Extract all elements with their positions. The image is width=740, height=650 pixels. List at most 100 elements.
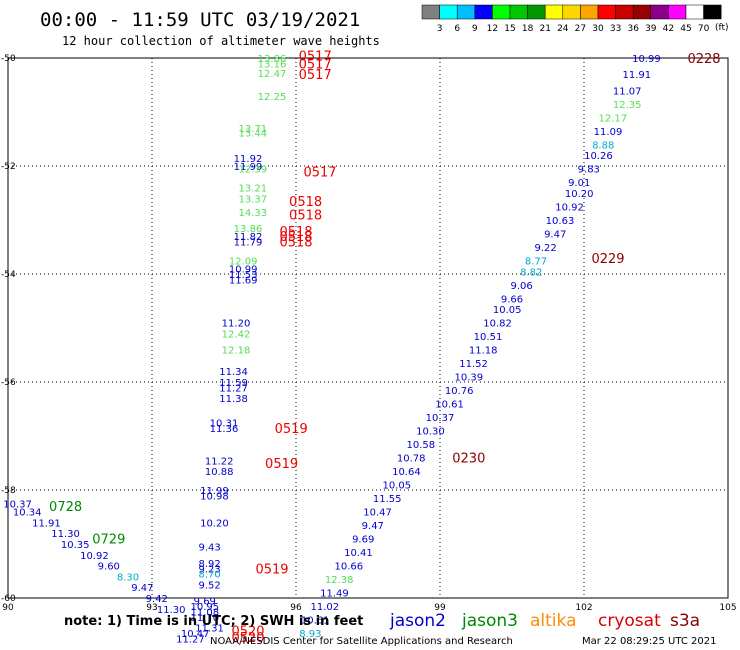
- wave-height-label: 11.02: [310, 602, 339, 613]
- wave-height-label: 13.86: [258, 54, 287, 65]
- wave-height-label: 11.91: [622, 70, 651, 81]
- wave-height-label: 9.60: [98, 562, 120, 573]
- colorbar-label: 36: [627, 24, 639, 34]
- wave-height-label: 8.92: [198, 559, 220, 570]
- pass-time-label: 0518: [289, 195, 322, 210]
- pass-time-label: 0519: [275, 422, 308, 437]
- colorbar-label: 30: [592, 24, 604, 34]
- wave-height-label: 11.20: [222, 319, 251, 330]
- wave-height-label: 10.63: [546, 216, 575, 227]
- plot-area: 90 93 96 99 102 105-50-52-54-56-58-60 13.8613…: [1, 49, 737, 646]
- pass-time-label: 0518: [279, 225, 312, 240]
- chart-title: 00:00 - 11:59 UTC 03/19/2021: [40, 9, 360, 31]
- legend-entry-jason2: jason2: [389, 611, 446, 631]
- wave-height-label: 12.35: [613, 100, 642, 111]
- wave-height-label: 9.47: [131, 583, 153, 594]
- colorbar-label: 18: [522, 24, 534, 34]
- pass-time-label: 0518: [279, 230, 312, 245]
- pass-time-label: 0520: [231, 631, 264, 646]
- colorbar-swatch: [439, 4, 458, 20]
- plot-frame: [7, 57, 729, 599]
- wave-height-label: 10.88: [205, 467, 234, 478]
- pass-time-label: 0728: [49, 500, 82, 515]
- y-tick-label: -52: [1, 162, 16, 172]
- wave-height-label: 11.09: [594, 127, 623, 138]
- wave-height-label: 11.30: [51, 529, 80, 540]
- colorbar-label: 33: [610, 24, 621, 34]
- wave-height-label: 8.93: [299, 629, 321, 640]
- y-tick-label: -54: [1, 270, 16, 280]
- wave-height-label: 11.99: [234, 162, 263, 173]
- colorbar-swatch: [421, 4, 440, 20]
- wave-height-label: 10.39: [454, 373, 483, 384]
- wave-height-label: 11.08: [190, 608, 219, 619]
- colorbar-swatch: [580, 4, 599, 20]
- satellite-legend: jason2 jason3 altika cryosat s3a: [389, 611, 700, 631]
- y-tick-label: -58: [1, 486, 16, 496]
- colorbar-swatch: [668, 4, 687, 20]
- legend-entry-altika: altika: [530, 611, 577, 631]
- wave-height-label: 9.43: [198, 543, 220, 554]
- colorbar-label: 9: [472, 24, 478, 34]
- wave-height-label: 9.66: [501, 294, 523, 305]
- colorbar-label: 12: [487, 24, 498, 34]
- pass-time-label: 0518: [289, 209, 322, 224]
- wave-height-label: 12.18: [222, 346, 251, 357]
- wave-height-label: 10.41: [344, 548, 373, 559]
- wave-height-label: 11.36: [210, 424, 239, 435]
- wave-height-label: 9.83: [578, 165, 600, 176]
- wave-height-label: 11.27: [176, 635, 205, 646]
- wave-height-label: 10.30: [416, 427, 445, 438]
- pass-time-label: 0230: [452, 452, 485, 467]
- wave-height-label: 11.82: [234, 232, 263, 243]
- pass-time-label: 0520: [231, 624, 264, 639]
- colorbar: 3 6 9 12 15 18 21 24 27 30 33 36 39 42 45 70: [421, 4, 722, 34]
- wave-height-label: 10.05: [493, 305, 522, 316]
- wave-height-label: 8.77: [525, 257, 547, 268]
- wave-height-label: 9.06: [510, 281, 532, 292]
- wave-height-label: 10.61: [435, 400, 464, 411]
- wave-height-label: 10.61: [301, 616, 330, 627]
- wave-height-label: 12.17: [598, 113, 627, 124]
- wave-height-label: 11.92: [234, 154, 263, 165]
- colorbar-label: 3: [437, 24, 443, 34]
- wave-height-label: 9.69: [194, 597, 216, 608]
- wave-height-label: 10.20: [200, 518, 229, 529]
- wave-height-label: 10.47: [363, 508, 392, 519]
- x-tick-label: 96: [290, 603, 302, 613]
- wave-height-label: 13.16: [258, 59, 287, 70]
- grid-lines: [8, 58, 728, 598]
- wave-height-label: 12.25: [258, 92, 287, 103]
- colorbar-swatch: [527, 4, 546, 20]
- wave-height-label: 11.70: [190, 613, 219, 624]
- pass-time-label: 0519: [255, 562, 288, 577]
- y-tick-label: -60: [1, 594, 16, 604]
- x-tick-label: 93: [146, 603, 157, 613]
- wave-height-label: 11.18: [469, 346, 498, 357]
- axis-tick-labels: 90 93 96 99 102 105 -50 -52 -54 -56 -58 -60: [1, 54, 737, 613]
- wave-height-label: 11.27: [219, 383, 248, 394]
- pass-time-label: 0517: [299, 68, 332, 83]
- legend-entry-cryosat: cryosat: [598, 611, 661, 631]
- wave-height-label: 11.99: [200, 486, 229, 497]
- pass-time-label: 0518: [279, 236, 312, 251]
- wave-height-label: 11.53: [229, 270, 258, 281]
- pass-time-label: 0519: [265, 457, 298, 472]
- colorbar-swatch: [632, 4, 652, 20]
- wave-height-label: 11.07: [613, 86, 642, 97]
- pass-time-labels: 0517051705170517051805180518051805180519…: [49, 49, 720, 646]
- pass-time-label: 0729: [92, 533, 125, 548]
- colorbar-label: 21: [539, 24, 550, 34]
- pass-time-label: 0229: [591, 252, 624, 267]
- wave-height-label: 10.58: [406, 440, 435, 451]
- footer-timestamp: Mar 22 08:29:25 UTC 2021: [582, 636, 717, 647]
- chart-subtitle: 12 hour collection of altimeter wave hei…: [62, 34, 380, 48]
- wave-height-label: 12.38: [325, 575, 354, 586]
- legend-entry-s3a: s3a: [670, 611, 700, 631]
- pass-time-label: 0517: [303, 165, 336, 180]
- wave-height-label: 8.30: [117, 572, 139, 583]
- wave-height-label: 8.88: [592, 140, 614, 151]
- wave-height-label: 13.71: [238, 124, 267, 135]
- wave-height-label: 10.20: [565, 189, 594, 200]
- colorbar-label: 70: [698, 24, 710, 34]
